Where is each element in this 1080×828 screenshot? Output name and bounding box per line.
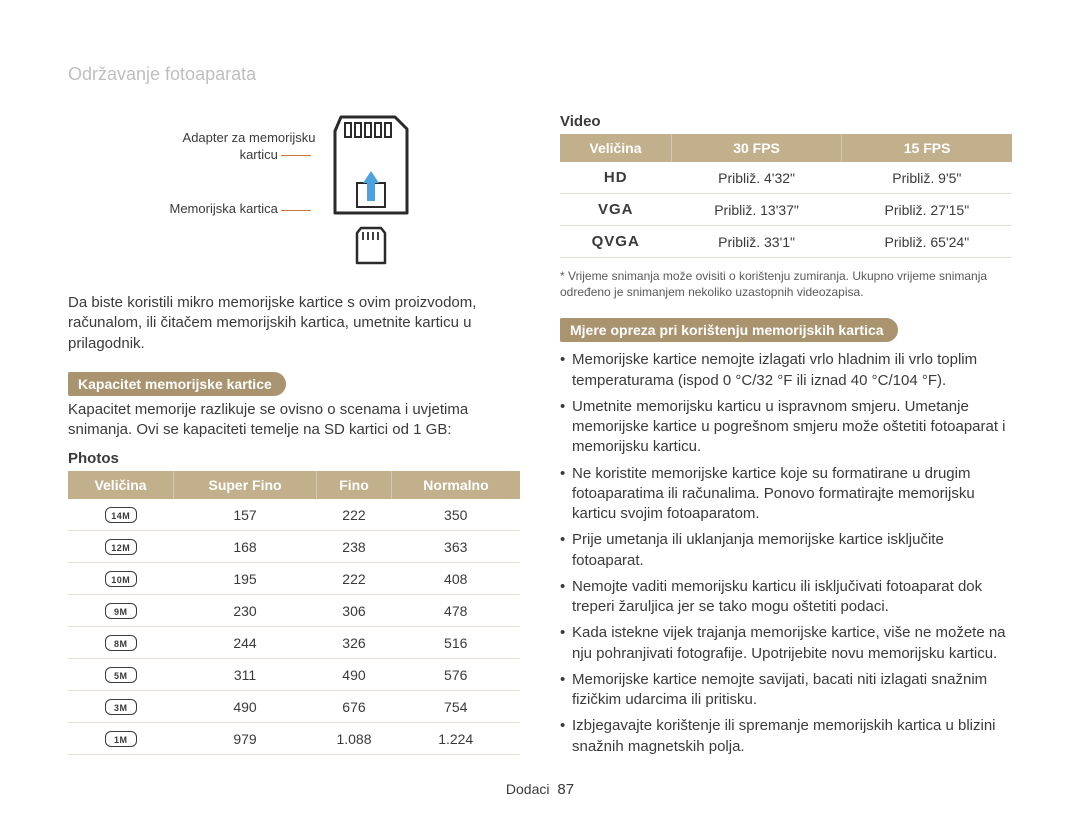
list-item: Umetnite memorijsku karticu u ispravnom …	[560, 397, 1012, 458]
size-badge: 5M	[105, 667, 137, 683]
cell-superfine: 195	[174, 563, 317, 595]
table-row: 1M 9791.0881.224	[68, 723, 520, 755]
sd-card-icon	[323, 113, 418, 273]
video-footnote: * Vrijeme snimanja može ovisiti o korišt…	[560, 268, 1012, 300]
video-size: VGA	[560, 194, 671, 226]
cell-normal: 478	[391, 595, 520, 627]
photos-th-fine: Fino	[317, 471, 392, 499]
cell-fine: 222	[317, 499, 392, 531]
page-header: Održavanje fotoaparata	[68, 64, 1012, 85]
list-item: Memorijske kartice nemojte izlagati vrlo…	[560, 350, 1012, 391]
list-item: Izbjegavajte korištenje ili spremanje me…	[560, 716, 1012, 757]
memory-card-label: Memorijska kartica	[170, 201, 278, 216]
list-item: Ne koristite memorijske kartice koje su …	[560, 464, 1012, 525]
cell-superfine: 311	[174, 659, 317, 691]
cell-superfine: 490	[174, 691, 317, 723]
photos-th-size: Veličina	[68, 471, 174, 499]
footer-page-number: 87	[557, 781, 574, 798]
table-row: VGAPribliž. 13'37"Približ. 27'15"	[560, 194, 1012, 226]
precautions-section-title: Mjere opreza pri korištenju memorijskih …	[560, 318, 898, 342]
cell-30fps: Približ. 33'1"	[671, 226, 841, 258]
adapter-label-2: karticu	[240, 147, 278, 162]
cell-superfine: 157	[174, 499, 317, 531]
table-row: HDPribliž. 4'32"Približ. 9'5"	[560, 162, 1012, 194]
precautions-list: Memorijske kartice nemojte izlagati vrlo…	[560, 350, 1012, 757]
size-badge: 3M	[105, 699, 137, 715]
table-row: 5M 311490576	[68, 659, 520, 691]
table-row: 3M 490676754	[68, 691, 520, 723]
size-badge: 8M	[105, 635, 137, 651]
cell-normal: 363	[391, 531, 520, 563]
cell-fine: 676	[317, 691, 392, 723]
cell-superfine: 979	[174, 723, 317, 755]
video-th-15fps: 15 FPS	[842, 134, 1012, 162]
page-footer: Dodaci 87	[68, 781, 1012, 798]
footer-label: Dodaci	[506, 781, 550, 797]
list-item: Prije umetanja ili uklanjanja memorijske…	[560, 530, 1012, 571]
photos-table: Veličina Super Fino Fino Normalno 14M 157…	[68, 471, 520, 755]
cell-superfine: 244	[174, 627, 317, 659]
cell-normal: 754	[391, 691, 520, 723]
table-row: 9M 230306478	[68, 595, 520, 627]
list-item: Nemojte vaditi memorijsku karticu ili is…	[560, 577, 1012, 618]
cell-fine: 1.088	[317, 723, 392, 755]
photos-heading: Photos	[68, 450, 520, 467]
table-row: 12M 168238363	[68, 531, 520, 563]
cell-15fps: Približ. 27'15"	[842, 194, 1012, 226]
table-row: 10M 195222408	[68, 563, 520, 595]
cell-15fps: Približ. 65'24"	[842, 226, 1012, 258]
size-badge: 10M	[105, 571, 137, 587]
video-heading: Video	[560, 113, 1012, 130]
video-th-30fps: 30 FPS	[671, 134, 841, 162]
cell-normal: 576	[391, 659, 520, 691]
capacity-section-title: Kapacitet memorijske kartice	[68, 372, 286, 396]
cell-30fps: Približ. 4'32"	[671, 162, 841, 194]
table-row: 14M 157222350	[68, 499, 520, 531]
list-item: Kada istekne vijek trajanja memorijske k…	[560, 623, 1012, 664]
list-item: Memorijske kartice nemojte savijati, bac…	[560, 670, 1012, 711]
cell-fine: 222	[317, 563, 392, 595]
video-size: HD	[560, 162, 671, 194]
left-column: Adapter za memorijsku karticu Memorijska…	[68, 113, 520, 763]
video-size: QVGA	[560, 226, 671, 258]
table-row: QVGAPribliž. 33'1"Približ. 65'24"	[560, 226, 1012, 258]
right-column: Video Veličina 30 FPS 15 FPS HDPribliž. …	[560, 113, 1012, 763]
video-th-size: Veličina	[560, 134, 671, 162]
cell-fine: 490	[317, 659, 392, 691]
photos-th-superfine: Super Fino	[174, 471, 317, 499]
table-row: 8M 244326516	[68, 627, 520, 659]
capacity-section-desc: Kapacitet memorije razlikuje se ovisno o…	[68, 400, 520, 441]
photos-th-normal: Normalno	[391, 471, 520, 499]
cell-30fps: Približ. 13'37"	[671, 194, 841, 226]
cell-fine: 306	[317, 595, 392, 627]
size-badge: 14M	[105, 507, 137, 523]
cell-superfine: 168	[174, 531, 317, 563]
intro-text: Da biste koristili mikro memorijske kart…	[68, 293, 520, 354]
cell-normal: 516	[391, 627, 520, 659]
cell-normal: 1.224	[391, 723, 520, 755]
video-table: Veličina 30 FPS 15 FPS HDPribliž. 4'32"P…	[560, 134, 1012, 258]
size-badge: 1M	[105, 731, 137, 747]
cell-fine: 238	[317, 531, 392, 563]
sd-card-diagram: Adapter za memorijsku karticu Memorijska…	[68, 113, 520, 273]
cell-normal: 408	[391, 563, 520, 595]
adapter-label-1: Adapter za memorijsku	[183, 130, 316, 145]
cell-fine: 326	[317, 627, 392, 659]
size-badge: 12M	[105, 539, 137, 555]
size-badge: 9M	[105, 603, 137, 619]
cell-15fps: Približ. 9'5"	[842, 162, 1012, 194]
cell-normal: 350	[391, 499, 520, 531]
cell-superfine: 230	[174, 595, 317, 627]
